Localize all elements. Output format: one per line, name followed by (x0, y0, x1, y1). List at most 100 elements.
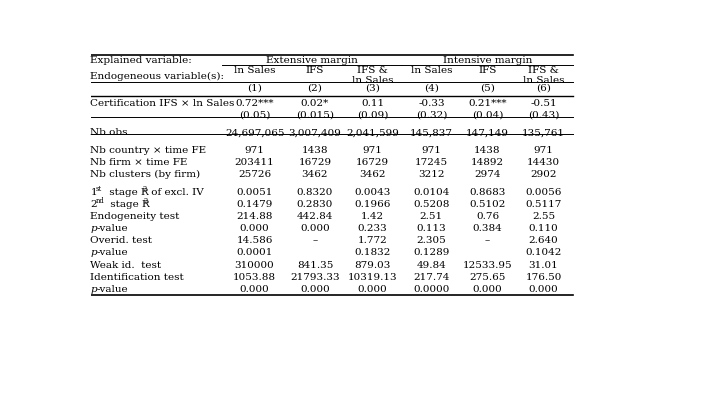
Text: 0.000: 0.000 (529, 285, 558, 294)
Text: Certification IFS × ln Sales: Certification IFS × ln Sales (90, 98, 235, 108)
Text: 0.5102: 0.5102 (469, 200, 505, 209)
Text: 0.233: 0.233 (358, 224, 387, 233)
Text: 2974: 2974 (474, 170, 501, 179)
Text: 2.55: 2.55 (532, 212, 555, 221)
Text: (3): (3) (365, 84, 380, 93)
Text: 135,761: 135,761 (522, 128, 565, 137)
Text: 49.84: 49.84 (416, 260, 446, 269)
Text: 0.000: 0.000 (240, 285, 269, 294)
Text: 31.01: 31.01 (529, 260, 558, 269)
Text: 12533.95: 12533.95 (463, 260, 513, 269)
Text: IFS &
ln Sales: IFS & ln Sales (523, 66, 564, 85)
Text: 1.772: 1.772 (358, 236, 387, 245)
Text: Nb obs: Nb obs (90, 128, 128, 137)
Text: ln Sales: ln Sales (234, 66, 275, 75)
Text: IFS: IFS (479, 66, 497, 75)
Text: 25726: 25726 (238, 170, 272, 179)
Text: 0.000: 0.000 (358, 285, 387, 294)
Text: 0.000: 0.000 (300, 224, 330, 233)
Text: 3462: 3462 (359, 170, 386, 179)
Text: IFS: IFS (306, 66, 324, 75)
Text: 0.000: 0.000 (300, 285, 330, 294)
Text: (5): (5) (480, 84, 495, 93)
Text: 14430: 14430 (527, 158, 560, 167)
Text: 0.384: 0.384 (473, 224, 502, 233)
Text: 0.1042: 0.1042 (526, 249, 562, 257)
Text: (0.09): (0.09) (357, 111, 388, 120)
Text: 0.0056: 0.0056 (526, 188, 562, 197)
Text: 0.11: 0.11 (361, 98, 384, 108)
Text: 0.0043: 0.0043 (354, 188, 391, 197)
Text: (1): (1) (247, 84, 262, 93)
Text: (0.43): (0.43) (528, 111, 559, 120)
Text: of excl. IV: of excl. IV (148, 188, 204, 197)
Text: 0.8683: 0.8683 (469, 188, 505, 197)
Text: 2.640: 2.640 (529, 236, 558, 245)
Text: p: p (90, 249, 97, 257)
Text: 3462: 3462 (302, 170, 328, 179)
Text: IFS &
ln Sales: IFS & ln Sales (352, 66, 393, 85)
Text: (0.015): (0.015) (296, 111, 334, 120)
Text: 841.35: 841.35 (297, 260, 333, 269)
Text: (0.05): (0.05) (239, 111, 270, 120)
Text: 1053.88: 1053.88 (233, 273, 276, 282)
Text: (0.32): (0.32) (416, 111, 447, 120)
Text: 2902: 2902 (531, 170, 557, 179)
Text: stage R: stage R (106, 188, 149, 197)
Text: 0.72***: 0.72*** (235, 98, 274, 108)
Text: 203411: 203411 (235, 158, 274, 167)
Text: 879.03: 879.03 (354, 260, 391, 269)
Text: 2,041,599: 2,041,599 (346, 128, 399, 137)
Text: -value: -value (96, 285, 127, 294)
Text: -0.51: -0.51 (530, 98, 557, 108)
Text: 3212: 3212 (418, 170, 445, 179)
Text: Nb country × time FE: Nb country × time FE (90, 146, 206, 155)
Text: 176.50: 176.50 (526, 273, 562, 282)
Text: ln Sales: ln Sales (411, 66, 452, 75)
Text: Identification test: Identification test (90, 273, 184, 282)
Text: 0.110: 0.110 (529, 224, 558, 233)
Text: –: – (312, 236, 318, 245)
Text: 310000: 310000 (235, 260, 274, 269)
Text: 2.305: 2.305 (416, 236, 446, 245)
Text: -0.33: -0.33 (418, 98, 445, 108)
Text: 16729: 16729 (356, 158, 389, 167)
Text: 0.1966: 0.1966 (354, 200, 391, 209)
Text: Explained variable:: Explained variable: (90, 56, 193, 65)
Text: Endogeneous variable(s):: Endogeneous variable(s): (90, 72, 224, 81)
Text: 971: 971 (245, 146, 264, 155)
Text: (2): (2) (308, 84, 322, 93)
Text: 0.0001: 0.0001 (237, 249, 273, 257)
Text: 0.02*: 0.02* (300, 98, 329, 108)
Text: 971: 971 (534, 146, 554, 155)
Text: 2.51: 2.51 (420, 212, 443, 221)
Text: 0.1479: 0.1479 (237, 200, 273, 209)
Text: 0.2830: 0.2830 (297, 200, 333, 209)
Text: 0.8320: 0.8320 (297, 188, 333, 197)
Text: 17245: 17245 (415, 158, 448, 167)
Text: 14.586: 14.586 (237, 236, 273, 245)
Text: 1.42: 1.42 (361, 212, 384, 221)
Text: 1438: 1438 (302, 146, 328, 155)
Text: 442.84: 442.84 (297, 212, 333, 221)
Text: Extensive margin: Extensive margin (266, 56, 358, 65)
Text: p: p (90, 285, 97, 294)
Text: 0.5117: 0.5117 (526, 200, 562, 209)
Text: 14892: 14892 (471, 158, 504, 167)
Text: Overid. test: Overid. test (90, 236, 153, 245)
Text: 145,837: 145,837 (410, 128, 453, 137)
Text: (4): (4) (424, 84, 439, 93)
Text: (6): (6) (536, 84, 551, 93)
Text: 10319.13: 10319.13 (348, 273, 397, 282)
Text: 16729: 16729 (298, 158, 332, 167)
Text: p: p (90, 224, 97, 233)
Text: 1: 1 (90, 188, 97, 197)
Text: 0.113: 0.113 (416, 224, 446, 233)
Text: 0.76: 0.76 (476, 212, 499, 221)
Text: stage R: stage R (107, 200, 150, 209)
Text: 971: 971 (421, 146, 442, 155)
Text: 24,697,065: 24,697,065 (225, 128, 285, 137)
Text: 2: 2 (90, 200, 97, 209)
Text: Intensive margin: Intensive margin (443, 56, 532, 65)
Text: Weak id.  test: Weak id. test (90, 260, 161, 269)
